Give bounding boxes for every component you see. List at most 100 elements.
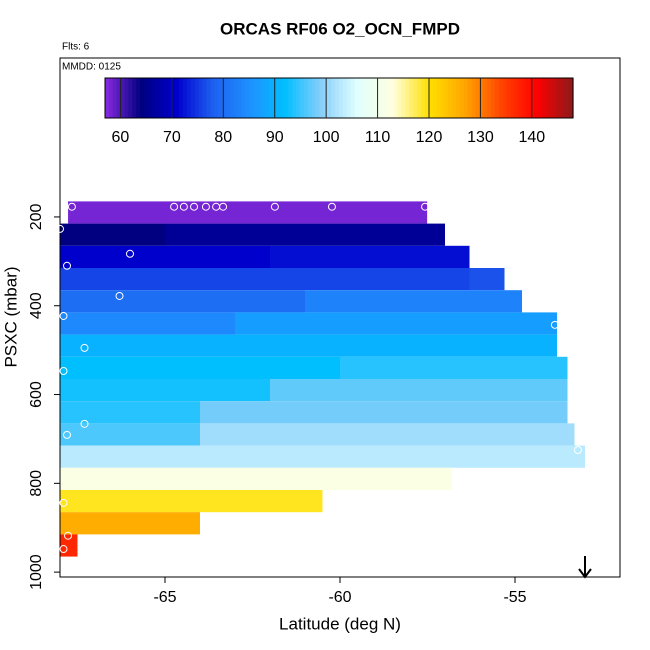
flight-point [59, 545, 68, 554]
colorbar-swatch [561, 78, 566, 118]
cells [60, 201, 585, 557]
colorbar-swatch [541, 78, 547, 118]
colorbar-swatch [194, 78, 200, 118]
colorbar-swatch [346, 78, 352, 118]
colorbar-swatch [167, 78, 172, 118]
colorbar-swatch [518, 78, 523, 118]
colorbar-swatch [374, 78, 379, 118]
y-tick-label: 200 [28, 203, 45, 230]
cell [60, 290, 305, 313]
colorbar-swatch [210, 78, 215, 118]
cell [200, 423, 575, 446]
flight-point [63, 261, 71, 270]
flight-point [115, 291, 124, 300]
colorbar-swatch [405, 78, 410, 118]
colorbar-swatch [440, 78, 445, 118]
cell [235, 312, 557, 335]
flight-point [201, 202, 210, 211]
flight-point [56, 224, 64, 233]
annotation: MMDD: 0125 [62, 62, 121, 73]
colorbar-swatch [144, 78, 149, 118]
colorbar-swatch [229, 78, 235, 118]
flight-point [270, 202, 279, 211]
colorbar-tick-label: 70 [163, 129, 181, 146]
colorbar-swatch [510, 78, 516, 118]
cell [60, 512, 200, 535]
y-tick-label: 1000 [28, 554, 45, 590]
colorbar-swatch [534, 78, 539, 118]
colorbar-swatch [179, 78, 184, 118]
colorbar-swatch [128, 78, 133, 118]
cell [200, 401, 568, 424]
flight-point [574, 446, 582, 455]
colorbar-swatch [370, 78, 375, 118]
colorbar-swatch [105, 78, 110, 118]
colorbar-swatch [132, 78, 137, 118]
colorbar-swatch [424, 78, 430, 118]
colorbar-swatch [522, 78, 527, 118]
flight-point [190, 202, 199, 211]
colorbar-swatch [284, 78, 289, 118]
x-tick-label: -55 [503, 589, 526, 606]
colorbar-swatch [155, 78, 161, 118]
colorbar-tick-label: 120 [416, 129, 443, 146]
colorbar-swatch [300, 78, 305, 118]
colorbar-swatch [557, 78, 562, 118]
x-tick-label: -65 [153, 589, 176, 606]
colorbar-swatch [315, 78, 321, 118]
colorbar-swatch [163, 78, 168, 118]
colorbar-swatch [225, 78, 231, 118]
colorbar-swatch [335, 78, 340, 118]
colorbar-swatch [417, 78, 422, 118]
colorbar-swatch [502, 78, 508, 118]
colorbar-swatch [350, 78, 356, 118]
flight-point [219, 202, 228, 211]
cell [60, 423, 200, 446]
cell [60, 445, 585, 468]
cell [68, 201, 428, 224]
colorbar-swatch [432, 78, 438, 118]
colorbar-swatch [124, 78, 129, 118]
flight-point [550, 320, 559, 329]
flight-point [80, 343, 89, 352]
colorbar-swatch [358, 78, 363, 118]
colorbar-swatch [147, 78, 153, 118]
cell [469, 267, 505, 291]
flight-point [59, 366, 68, 375]
colorbar-swatch [401, 78, 406, 118]
colorbar-swatch [444, 78, 449, 118]
flight-point [126, 249, 134, 258]
flight-point [179, 202, 188, 211]
colorbar-swatch [253, 78, 258, 118]
colorbar-swatch [319, 78, 324, 118]
colorbar-swatch [381, 78, 387, 118]
colorbar-swatch [393, 78, 399, 118]
colorbar-swatch [218, 78, 223, 118]
colorbar-tick-label: 90 [266, 129, 284, 146]
colorbar-swatch [448, 78, 453, 118]
colorbar-swatch [120, 78, 126, 118]
colorbar-swatch [171, 78, 176, 118]
colorbar-swatch [436, 78, 441, 118]
colorbar-swatch [264, 78, 270, 118]
colorbar-swatch [483, 78, 488, 118]
colorbar-swatch [276, 78, 282, 118]
colorbar-frame [104, 77, 574, 119]
colorbar-swatch [222, 78, 227, 118]
colorbar-swatch [545, 78, 551, 118]
cell [305, 290, 522, 313]
colorbar-swatch [487, 78, 492, 118]
cell [60, 356, 340, 379]
y-tick-label: 400 [28, 292, 45, 319]
colorbar-swatch [311, 78, 317, 118]
colorbar-swatch [495, 78, 500, 118]
colorbar-swatch [136, 78, 141, 118]
flight-point [327, 202, 336, 211]
colorbar-swatch [151, 78, 157, 118]
colorbar-swatch [479, 78, 484, 118]
colorbar-swatch [428, 78, 434, 118]
colorbar-tick-label: 100 [313, 129, 340, 146]
cell [60, 467, 452, 490]
cell [60, 378, 270, 402]
colorbar-swatch [186, 78, 192, 118]
